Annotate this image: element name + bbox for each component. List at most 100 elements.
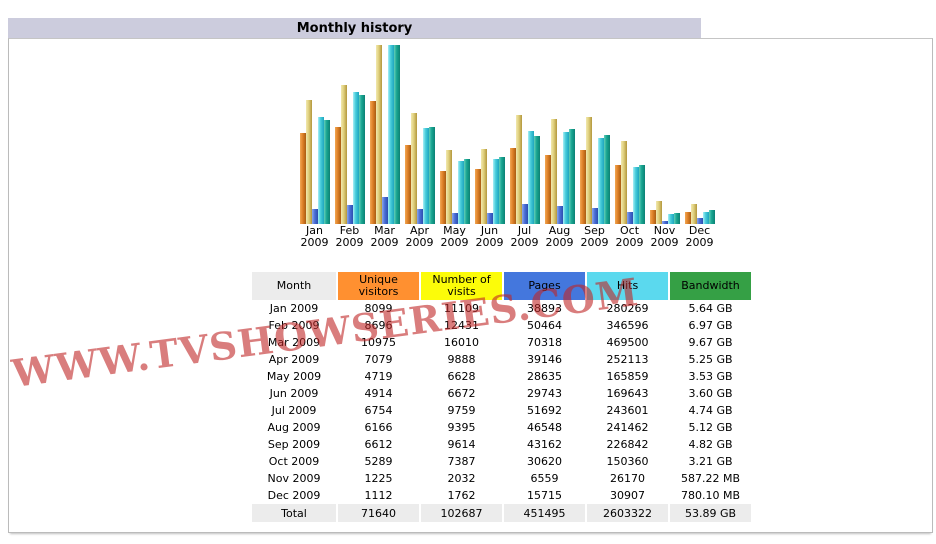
bar-unique-visitors (439, 171, 446, 224)
bar-pages (626, 212, 633, 224)
table-cell: 4719 (364, 370, 393, 383)
table-cell: 38893 (527, 302, 562, 315)
bar-unique-visitors (684, 212, 691, 224)
column-header-number-of-visits: Number of visits (421, 272, 502, 300)
bar-group (403, 44, 436, 224)
table-cell: 5.64 GB (688, 302, 733, 315)
bar-bandwidth-gb (393, 45, 400, 224)
table-cell: 28635 (527, 370, 562, 383)
bar-hits (597, 138, 604, 224)
table-cell: 6672 (447, 387, 476, 400)
table-cell: Apr 2009 (268, 353, 320, 366)
table-cell: 587.22 MB (680, 472, 741, 485)
table-row: Sep 2009 6612 9614 43162 226842 4.82 GB (252, 436, 751, 453)
table-cell: 346596 (606, 319, 649, 332)
bar-bandwidth-gb (498, 157, 505, 224)
table-cell: 2032 (447, 472, 476, 485)
table-cell: 451495 (504, 504, 585, 522)
month-label: Feb 2009 (335, 224, 364, 249)
table-cell: 30907 (610, 489, 645, 502)
bar-bandwidth-gb (638, 165, 645, 224)
bar-group (578, 44, 611, 224)
table-cell: 4.74 GB (688, 404, 733, 417)
bar-number-of-visits (480, 149, 487, 224)
table-row: May 2009 4719 6628 28635 165859 3.53 GB (252, 368, 751, 385)
column-header-unique-visitors: Unique visitors (338, 272, 419, 300)
table-cell: 280269 (606, 302, 649, 315)
table-cell: 1225 (364, 472, 393, 485)
bar-unique-visitors (649, 210, 656, 224)
table-row: Nov 2009 1225 2032 6559 26170 587.22 MB (252, 470, 751, 487)
table-cell: 9395 (447, 421, 476, 434)
table-cell: 6754 (364, 404, 393, 417)
table-cell: Mar 2009 (267, 336, 321, 349)
bar-hits (387, 45, 394, 224)
bar-unique-visitors (404, 145, 411, 224)
bar-number-of-visits (375, 45, 382, 224)
bar-hits (667, 214, 674, 224)
monthly-bar-chart (298, 44, 718, 224)
table-cell: Sep 2009 (267, 438, 321, 451)
table-cell: 5289 (364, 455, 393, 468)
table-row: Oct 2009 5289 7387 30620 150360 3.21 GB (252, 453, 751, 470)
bar-number-of-visits (410, 113, 417, 224)
chart-month-axis: Jan 2009 Feb 2009 Mar 2009 Apr 2009 May 2009 Jun 20… (298, 225, 718, 249)
table-cell: 252113 (606, 353, 649, 366)
bar-pages (451, 213, 458, 224)
bar-group (683, 44, 716, 224)
table-cell: 169643 (606, 387, 649, 400)
table-cell: 39146 (527, 353, 562, 366)
bar-number-of-visits (585, 117, 592, 224)
month-label: Dec 2009 (685, 224, 714, 249)
table-row: Feb 2009 8696 12431 50464 346596 6.97 GB (252, 317, 751, 334)
bar-group (613, 44, 646, 224)
bar-bandwidth-gb (568, 129, 575, 224)
column-header-month: Month (252, 272, 336, 300)
bar-number-of-visits (690, 204, 697, 224)
bar-number-of-visits (445, 150, 452, 224)
table-cell: 16010 (444, 336, 479, 349)
bar-number-of-visits (515, 115, 522, 224)
bar-unique-visitors (544, 155, 551, 224)
table-row: Jul 2009 6754 9759 51692 243601 4.74 GB (252, 402, 751, 419)
table-cell: 15715 (527, 489, 562, 502)
table-cell: Nov 2009 (267, 472, 321, 485)
table-cell: 4914 (364, 387, 393, 400)
table-cell: 3.53 GB (688, 370, 733, 383)
bar-pages (486, 213, 493, 224)
bar-number-of-visits (305, 100, 312, 224)
bar-hits (492, 159, 499, 224)
table-cell: 3.21 GB (688, 455, 733, 468)
table-cell: 6612 (364, 438, 393, 451)
bar-pages (661, 221, 668, 224)
table-cell: 226842 (606, 438, 649, 451)
table-header-row: Month Unique visitors Number of visits Page… (252, 272, 751, 300)
bar-hits (632, 167, 639, 224)
column-header-bandwidth: Bandwidth (670, 272, 751, 300)
table-cell: Feb 2009 (268, 319, 320, 332)
section-title-bar: Monthly history (8, 18, 701, 38)
table-cell: 780.10 MB (680, 489, 741, 502)
bar-pages (311, 209, 318, 224)
bar-group (368, 44, 401, 224)
content-box: Jan 2009 Feb 2009 Mar 2009 Apr 2009 May 2009 Jun 20… (8, 38, 933, 533)
table-cell: 6.97 GB (688, 319, 733, 332)
bar-pages (696, 218, 703, 224)
table-cell: 7079 (364, 353, 393, 366)
bar-hits (422, 128, 429, 224)
table-cell: 1112 (364, 489, 393, 502)
column-header-hits: Hits (587, 272, 668, 300)
bar-unique-visitors (614, 165, 621, 224)
bar-pages (416, 209, 423, 224)
table-cell: 12431 (444, 319, 479, 332)
table-cell: Dec 2009 (267, 489, 321, 502)
total-row: Total 71640 102687 451495 2603322 53.89 GB (252, 504, 751, 522)
table-cell: 43162 (527, 438, 562, 451)
table-row: Jun 2009 4914 6672 29743 169643 3.60 GB (252, 385, 751, 402)
bar-unique-visitors (299, 133, 306, 224)
table-cell: Jul 2009 (271, 404, 317, 417)
table-cell: 9888 (447, 353, 476, 366)
table-cell: 243601 (606, 404, 649, 417)
table-cell: 7387 (447, 455, 476, 468)
table-cell: 8696 (364, 319, 393, 332)
